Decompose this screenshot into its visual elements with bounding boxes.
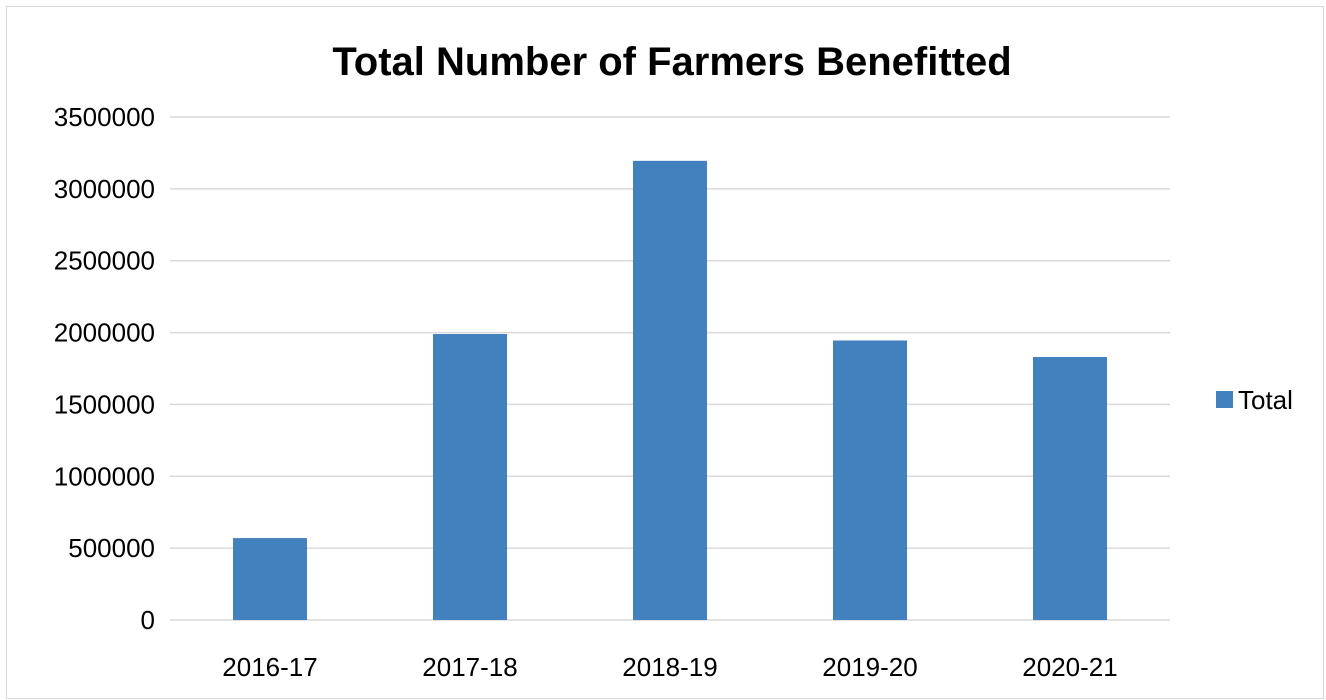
x-tick-label: 2016-17 — [222, 652, 317, 682]
gridlines — [170, 116, 1170, 621]
x-tick-label: 2018-19 — [622, 652, 717, 682]
chart-title: Total Number of Farmers Benefitted — [332, 40, 1011, 84]
y-tick-label: 0 — [141, 605, 155, 635]
y-tick-label: 2500000 — [54, 246, 155, 276]
y-tick-label: 500000 — [68, 533, 155, 563]
y-axis-ticks: 0 500000 1000000 1500000 2000000 2500000 30000… — [54, 102, 155, 635]
y-tick-label: 3000000 — [54, 174, 155, 204]
legend-swatch — [1216, 391, 1233, 408]
y-tick-label: 1000000 — [54, 461, 155, 491]
y-tick-label: 2000000 — [54, 318, 155, 348]
legend: Total — [1216, 385, 1293, 415]
y-tick-label: 3500000 — [54, 102, 155, 132]
x-tick-label: 2019-20 — [822, 652, 917, 682]
y-tick-label: 1500000 — [54, 389, 155, 419]
bar — [233, 538, 307, 620]
bar — [633, 160, 707, 620]
chart-frame — [6, 6, 1324, 699]
bars — [233, 160, 1107, 620]
bar — [433, 334, 507, 620]
x-tick-label: 2017-18 — [422, 652, 517, 682]
x-tick-label: 2020-21 — [1022, 652, 1117, 682]
bar — [1033, 357, 1107, 620]
x-axis-ticks: 2016-17 2017-18 2018-19 2019-20 2020-21 — [222, 652, 1117, 682]
bar — [833, 340, 907, 620]
legend-label: Total — [1238, 385, 1293, 415]
